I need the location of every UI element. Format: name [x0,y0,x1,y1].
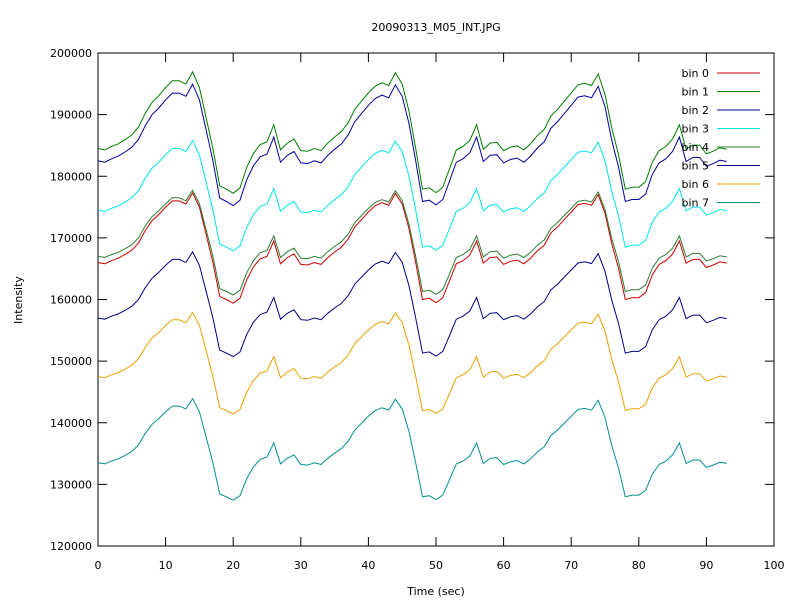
y-tick-label: 150000 [50,355,92,368]
plot-frame [97,52,775,547]
y-tick-label: 180000 [50,170,92,183]
x-tick-label: 50 [429,559,443,572]
y-tick-label: 170000 [50,232,92,245]
legend-label: bin 2 [681,104,709,117]
series-line-bin-0 [97,191,727,304]
legend-label: bin 5 [681,160,709,173]
series-line-bin-4 [97,189,727,296]
y-axis-label: Intensity [12,276,25,324]
y-axis: 120000 130000 140000 150000 160000 170000 1800… [50,47,774,553]
x-tick-label: 70 [564,559,578,572]
series-line-bin-3 [97,139,727,252]
legend-label: bin 0 [681,67,709,80]
x-tick-label: 10 [159,559,173,572]
legend-label: bin 4 [681,141,709,154]
series-line-bin-1 [97,70,727,194]
x-tick-label: 100 [764,559,785,572]
series-lines [97,70,727,501]
x-axis-label: Time (sec) [406,585,465,598]
x-tick-label: 90 [699,559,713,572]
legend-label: bin 1 [681,86,709,99]
chart-title: 20090313_M05_INT.JPG [371,21,500,34]
legend-label: bin 7 [681,197,709,210]
legend-label: bin 3 [681,123,709,136]
y-tick-label: 200000 [50,47,92,60]
x-axis: 0 10 20 30 40 50 60 70 80 90 100 [95,53,785,572]
y-tick-label: 120000 [50,540,92,553]
series-line-bin-2 [97,83,727,207]
series-line-bin-5 [97,250,727,358]
x-tick-label: 20 [226,559,240,572]
legend: bin 0 bin 1 bin 2 bin 3 bin 4 bin 5 bin 6 bin 7 [681,67,760,210]
y-tick-label: 140000 [50,417,92,430]
y-tick-label: 130000 [50,478,92,491]
x-tick-label: 60 [497,559,511,572]
x-tick-label: 80 [632,559,646,572]
x-tick-label: 40 [361,559,375,572]
series-line-bin-7 [97,397,727,501]
series-line-bin-6 [97,311,727,415]
y-tick-label: 190000 [50,109,92,122]
x-tick-label: 30 [294,559,308,572]
x-tick-label: 0 [95,559,102,572]
y-tick-label: 160000 [50,294,92,307]
legend-label: bin 6 [681,178,709,191]
